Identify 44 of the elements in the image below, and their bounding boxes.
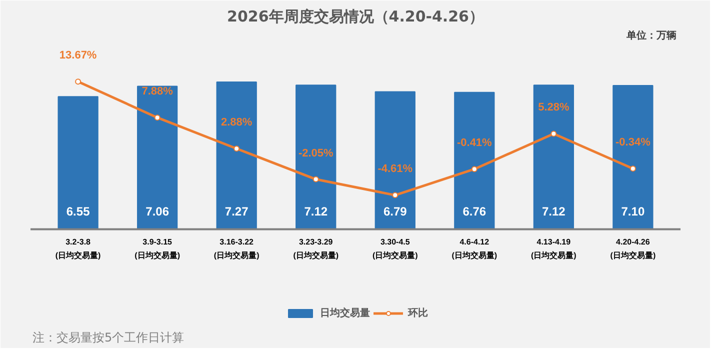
point	[630, 166, 636, 172]
data-label: 7.12	[542, 204, 566, 218]
data-label: 7.27	[224, 204, 249, 218]
bar	[137, 86, 178, 230]
point	[550, 130, 557, 137]
data-label: 7.06	[146, 204, 170, 218]
data-label: 7.88%	[142, 86, 174, 98]
point	[392, 192, 398, 198]
point	[234, 146, 240, 152]
bar	[612, 84, 654, 230]
x-tick-label: 4.20-4.26 (日均交易量)	[610, 237, 656, 260]
chart-title: 2026年周度交易情况（4.20-4.26）	[227, 8, 484, 26]
point	[312, 176, 319, 182]
data-label: -2.05%	[298, 147, 334, 160]
x-tick-label: 3.23-3.29 (日均交易量)	[293, 237, 339, 260]
x-tick-label: 3.2-3.8 (日均交易量)	[55, 237, 102, 260]
point	[154, 114, 160, 121]
data-label: 6.55	[66, 204, 90, 218]
data-label: 5.28%	[538, 102, 570, 114]
point	[471, 166, 478, 172]
data-label: 7.12	[304, 204, 328, 218]
bar	[454, 92, 495, 230]
x-tick-label: 3.16-3.22 (日均交易量)	[214, 237, 260, 260]
legend-label: 日均交易量	[320, 306, 370, 320]
x-tick-label: 4.6-4.12 (日均交易量)	[452, 237, 498, 260]
data-label: -4.61%	[378, 163, 413, 176]
data-label: -0.41%	[456, 137, 492, 150]
x-tick-label: 3.30-4.5 (日均交易量)	[372, 237, 418, 260]
bar	[296, 84, 336, 230]
data-label: 2.88%	[221, 116, 252, 129]
x-tick-label: 3.9-3.15 (日均交易量)	[134, 237, 180, 260]
bar	[374, 91, 416, 230]
bar	[58, 96, 98, 230]
bar	[533, 84, 574, 230]
text: 注：交易量按5个工作日计算	[32, 330, 184, 344]
point	[75, 78, 82, 85]
data-label: 7.10	[621, 204, 645, 218]
legend-label: 环比	[408, 306, 428, 320]
data-label: 6.79	[383, 204, 408, 218]
data-label: 6.76	[462, 204, 486, 218]
data-label: -0.34%	[616, 136, 651, 149]
x-tick-label: 4.13-4.19 (日均交易量)	[531, 237, 577, 260]
bar	[216, 82, 257, 230]
data-label: 13.67%	[59, 50, 97, 62]
